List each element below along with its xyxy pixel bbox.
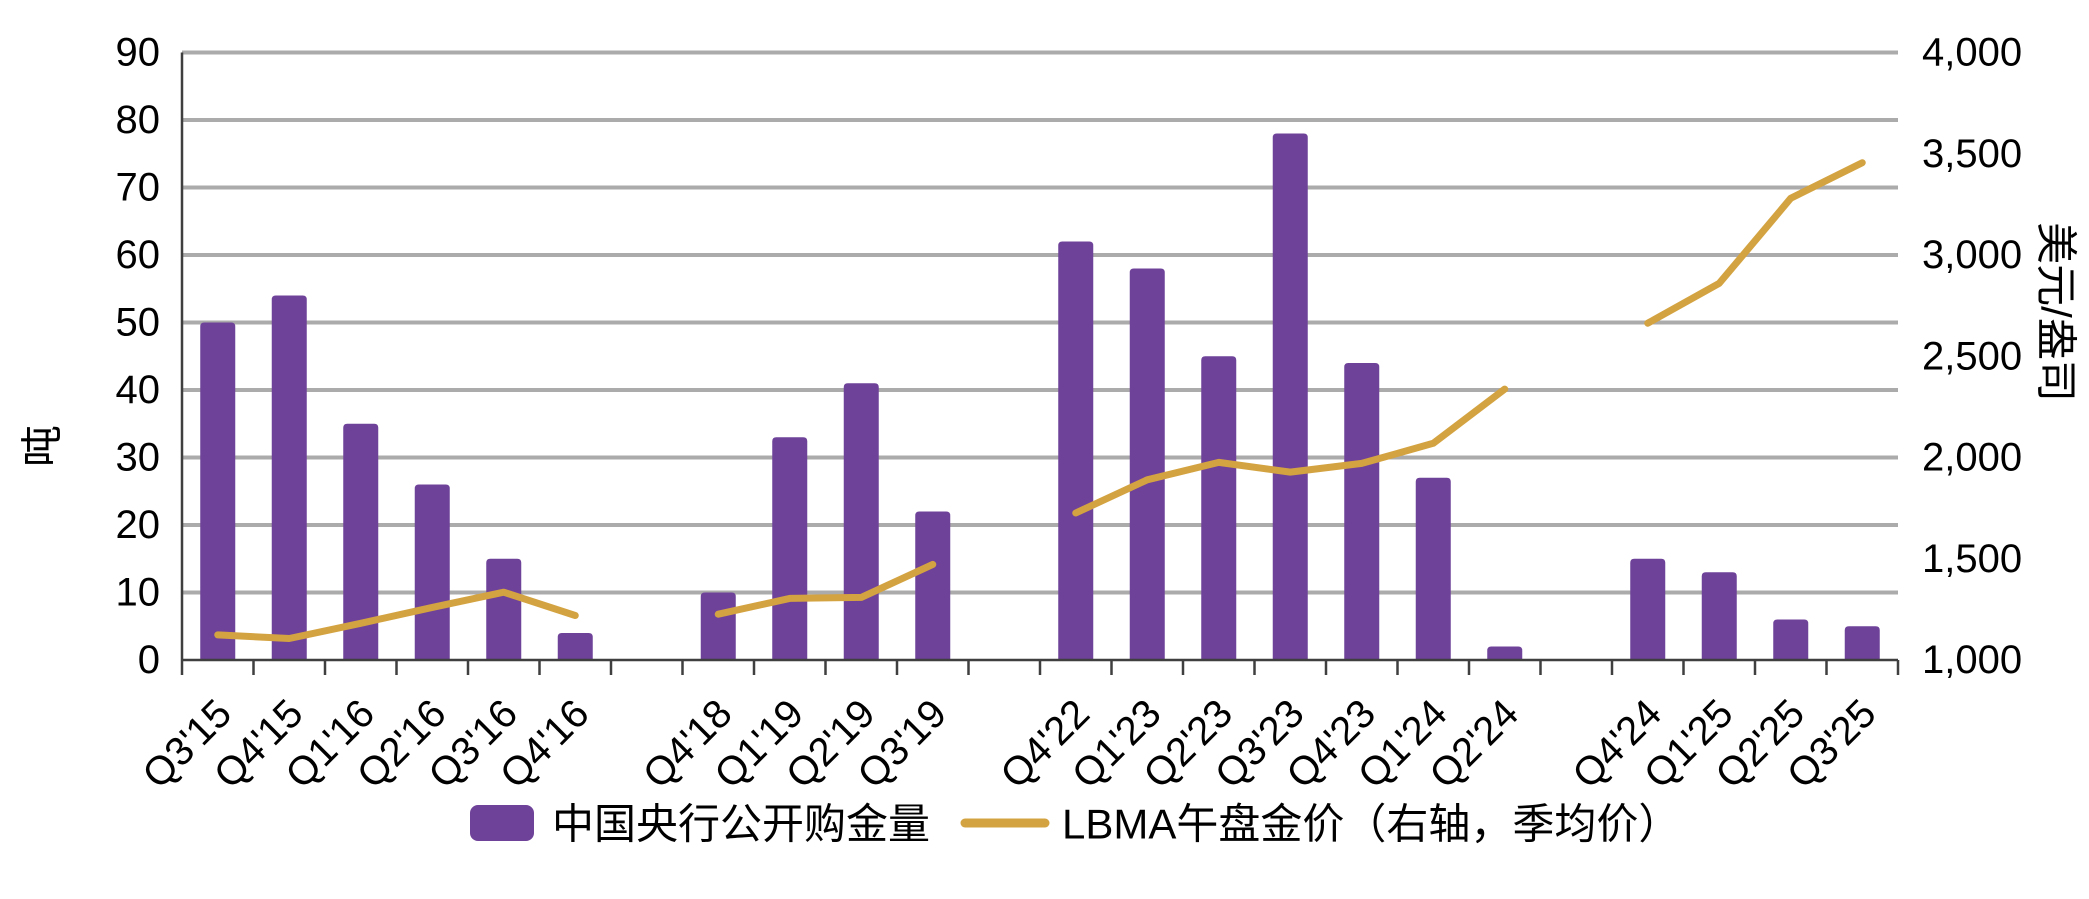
legend-label-line: LBMA午盘金价（右轴，季均价）: [1062, 801, 1680, 848]
bar-q3-15: [200, 322, 236, 660]
bar-q1-25: [1701, 572, 1737, 660]
bar-q4-16: [557, 633, 593, 660]
bar-q1-16: [343, 423, 379, 660]
bar-q3-16: [486, 558, 522, 660]
right-axis-tick-label: 2,500: [1922, 334, 2022, 378]
left-axis-tick-label: 80: [116, 98, 161, 142]
right-axis-title: 美元/盎司: [2033, 222, 2080, 402]
left-axis-tick-label: 20: [116, 503, 161, 547]
bar-q2-25: [1773, 619, 1809, 660]
right-axis-tick-label: 1,000: [1922, 638, 2022, 682]
legend-label-bars: 中国央行公开购金量: [552, 801, 930, 848]
left-axis-tick-label: 50: [116, 301, 161, 345]
left-axis-tick-label: 30: [116, 436, 161, 480]
bar-q4-23: [1344, 363, 1380, 660]
bar-q4-24: [1630, 558, 1666, 660]
bar-q3-25: [1844, 626, 1880, 660]
left-axis-tick-label: 40: [116, 368, 161, 412]
right-axis-tick-label: 1,500: [1922, 537, 2022, 581]
lbma-price-line-segment-1: [214, 588, 579, 642]
bar-q2-19: [843, 383, 879, 660]
left-axis-tick-label: 70: [116, 166, 161, 210]
right-axis-tick-label: 4,000: [1922, 31, 2022, 75]
bar-q2-16: [414, 484, 450, 660]
bar-q1-24: [1415, 477, 1451, 660]
right-axis-tick-label: 3,500: [1922, 132, 2022, 176]
left-axis-tick-label: 90: [116, 31, 161, 75]
bar-q4-22: [1058, 241, 1094, 660]
lbma-price-line-segment-3: [1072, 385, 1509, 517]
lbma-price-line-segment-2: [714, 560, 937, 618]
bar-q4-18: [700, 592, 736, 660]
right-axis-tick-label: 2,000: [1922, 436, 2022, 480]
bar-q2-24: [1487, 646, 1523, 660]
bar-q1-23: [1129, 268, 1165, 660]
legend-bar-swatch: [470, 805, 534, 841]
bar-q2-23: [1201, 356, 1237, 660]
bar-q1-19: [772, 437, 808, 660]
left-axis-tick-label: 10: [116, 571, 161, 615]
bar-q3-19: [915, 511, 951, 660]
bar-q3-23: [1272, 133, 1308, 660]
right-axis-tick-label: 3,000: [1922, 233, 2022, 277]
left-axis-tick-label: 0: [138, 638, 160, 682]
lbma-price-line-segment-4: [1644, 159, 1866, 327]
bar-q4-15: [271, 295, 307, 660]
left-axis-title: 吨: [19, 425, 66, 467]
left-axis-tick-label: 60: [116, 233, 161, 277]
